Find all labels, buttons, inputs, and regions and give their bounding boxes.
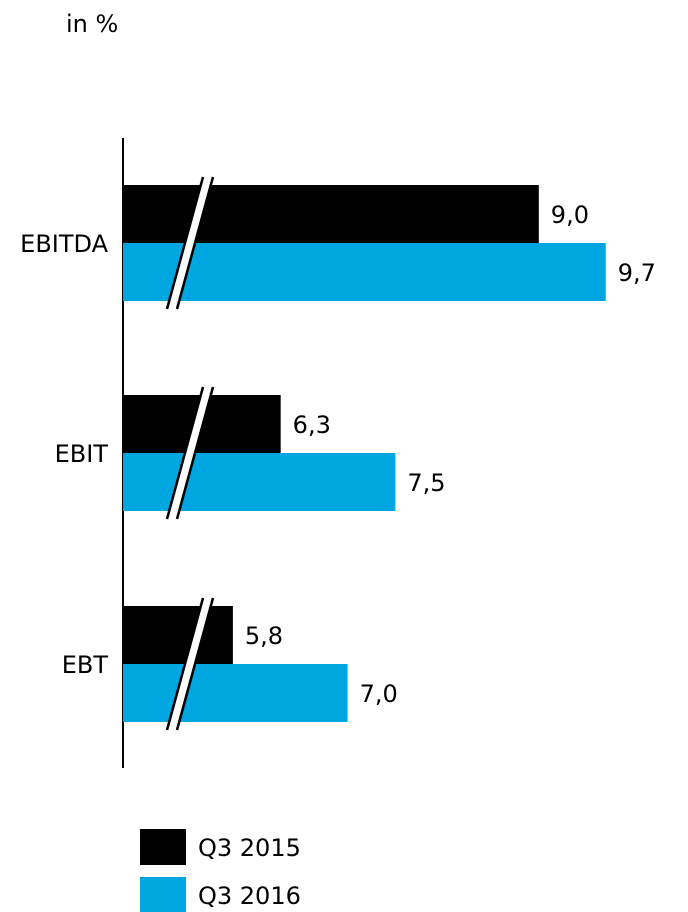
legend-swatch-q3-2015 — [140, 829, 186, 865]
legend: Q3 2015 Q3 2016 — [140, 829, 301, 912]
category-label-ebit: EBIT — [55, 440, 109, 468]
axis-break-slash-right-ebt — [175, 597, 215, 731]
axis-break-slash-right-ebit — [175, 386, 215, 520]
bar-ebt-q3-2016 — [123, 664, 348, 722]
legend-swatch-q3-2016 — [140, 877, 186, 912]
legend-label-q3-2016: Q3 2016 — [198, 882, 301, 910]
axis-break-gap-ebit — [168, 387, 212, 519]
axis-break-slash-left-ebt — [165, 597, 205, 731]
axis-break-gap-ebt — [168, 598, 212, 730]
bar-ebt-q3-2015 — [123, 606, 233, 664]
bar-ebit-q3-2016 — [123, 453, 396, 511]
category-label-ebt: EBT — [62, 651, 109, 679]
axis-break-slash-right-ebitda — [175, 176, 215, 310]
value-label-ebt-q3-2016: 7,0 — [360, 680, 398, 708]
value-label-ebt-q3-2015: 5,8 — [245, 622, 283, 650]
unit-label: in % — [66, 10, 118, 38]
axis-break-slash-left-ebitda — [165, 176, 205, 310]
value-label-ebit-q3-2016: 7,5 — [407, 469, 445, 497]
category-label-ebitda: EBITDA — [20, 230, 108, 258]
axis-break-slash-left-ebit — [165, 386, 205, 520]
value-label-ebit-q3-2015: 6,3 — [293, 411, 331, 439]
legend-label-q3-2015: Q3 2015 — [198, 834, 301, 862]
bar-ebitda-q3-2016 — [123, 243, 606, 301]
value-label-ebitda-q3-2016: 9,7 — [618, 259, 656, 287]
bars-layer: 9,0 9,7 EBITDA 6,3 7,5 EBIT 5,8 7,0 EBT — [20, 176, 656, 731]
axis-break-gap-ebitda — [168, 177, 212, 309]
value-label-ebitda-q3-2015: 9,0 — [551, 201, 589, 229]
bar-ebitda-q3-2015 — [123, 185, 539, 243]
